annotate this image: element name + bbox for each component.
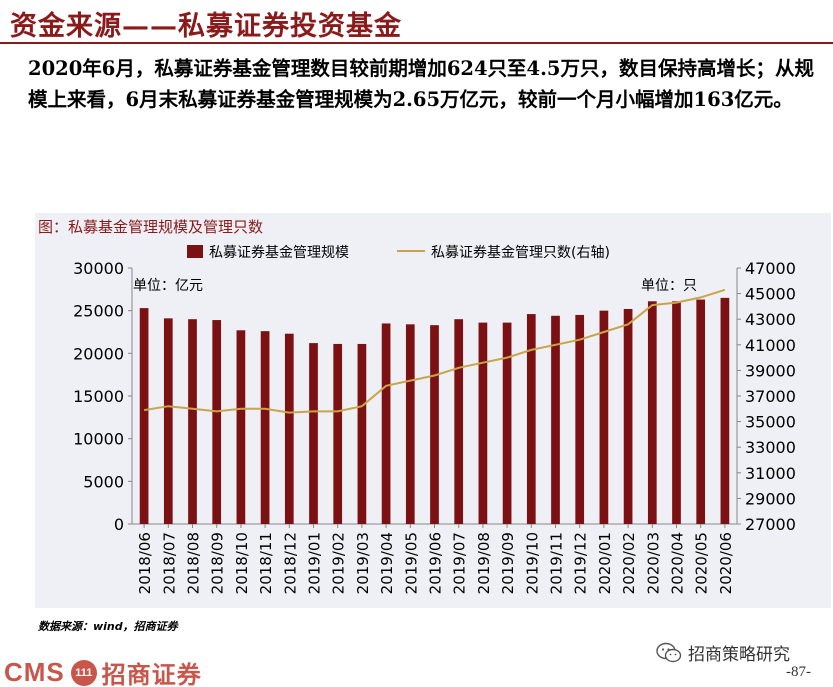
x-tick-label: 2019/06 xyxy=(427,532,445,594)
right-tick-label: 37000 xyxy=(745,387,796,406)
bar xyxy=(212,320,222,524)
bar xyxy=(623,308,633,524)
wechat-account: 招商策略研究 xyxy=(656,640,790,665)
bar xyxy=(381,323,391,524)
x-axis-labels: 2018/06 2018/07 2018/08 2018/09 2018/10 2018/… xyxy=(136,524,735,594)
x-tick-label: 2019/01 xyxy=(306,532,324,594)
bar xyxy=(599,310,609,524)
chart-title: 图：私募基金管理规模及管理只数 xyxy=(38,218,263,236)
source-note: 数据来源：wind，招商证券 xyxy=(38,620,178,633)
bar xyxy=(696,299,706,524)
x-tick-label: 2020/06 xyxy=(717,532,735,594)
page-number: -87- xyxy=(786,664,811,680)
series-line xyxy=(143,288,726,414)
bar xyxy=(526,314,536,524)
page-title: 资金来源——私募证券投资基金 xyxy=(10,11,402,42)
left-tick-label: 15000 xyxy=(73,387,124,406)
bar xyxy=(454,319,464,524)
bar xyxy=(357,343,367,524)
x-tick-label: 2019/05 xyxy=(402,532,420,594)
bar xyxy=(647,301,657,524)
right-tick-label: 27000 xyxy=(745,515,796,534)
x-tick-label: 2018/10 xyxy=(233,532,251,594)
bar xyxy=(333,343,343,524)
bar xyxy=(284,333,294,524)
logo-company-name: 招商证券 xyxy=(101,661,202,687)
x-tick-label: 2019/03 xyxy=(354,532,372,594)
line-series xyxy=(143,288,726,414)
right-tick-label: 35000 xyxy=(745,413,796,432)
x-tick-label: 2019/04 xyxy=(378,532,396,594)
x-tick-label: 2018/09 xyxy=(209,532,227,594)
x-tick-label: 2018/07 xyxy=(160,532,178,594)
logo-emblem-icon: 111 xyxy=(70,659,97,686)
bar xyxy=(672,301,681,524)
combo-chart: 图：私募基金管理规模及管理只数 私募证券基金管理规模 私募证券基金管理只数(右轴… xyxy=(38,218,796,594)
bar xyxy=(139,308,149,524)
bar-series xyxy=(139,297,730,524)
chart-panel: 图：私募基金管理规模及管理只数 私募证券基金管理规模 私募证券基金管理只数(右轴… xyxy=(35,213,831,608)
bar xyxy=(188,319,197,524)
right-tick-label: 41000 xyxy=(745,336,796,355)
left-tick-label: 30000 xyxy=(73,259,124,278)
bar xyxy=(575,314,585,524)
bar xyxy=(551,315,560,524)
wechat-account-name: 招商策略研究 xyxy=(688,645,790,665)
legend-line-label: 私募证券基金管理只数(右轴) xyxy=(431,244,610,261)
right-tick-label: 43000 xyxy=(745,310,796,329)
x-tick-label: 2019/10 xyxy=(523,532,541,594)
bar xyxy=(309,343,318,524)
bar xyxy=(502,322,512,524)
x-tick-label: 2019/07 xyxy=(451,532,469,594)
right-tick-label: 33000 xyxy=(745,438,796,457)
x-tick-label: 2020/01 xyxy=(596,532,614,594)
right-unit-label: 单位：只 xyxy=(641,278,697,294)
x-tick-label: 2019/12 xyxy=(572,532,590,594)
right-tick-label: 29000 xyxy=(745,489,796,508)
left-tick-label: 5000 xyxy=(83,472,124,491)
bar xyxy=(478,322,488,524)
x-tick-label: 2020/05 xyxy=(693,532,711,594)
x-tick-label: 2020/03 xyxy=(644,532,662,594)
x-tick-label: 2019/09 xyxy=(499,532,517,594)
logo-cms-text: CMS xyxy=(4,657,65,687)
chart-axes: 0 5000 10000 15000 20000 25000 30000 27000 29000… xyxy=(73,259,796,534)
bar xyxy=(260,331,270,524)
x-tick-label: 2019/08 xyxy=(475,532,493,594)
left-tick-label: 10000 xyxy=(73,430,124,449)
right-tick-label: 31000 xyxy=(745,464,796,483)
left-tick-label: 0 xyxy=(114,515,124,534)
x-tick-label: 2019/11 xyxy=(548,532,566,594)
x-tick-label: 2018/12 xyxy=(281,532,299,594)
bar xyxy=(720,297,730,524)
legend-bar-label: 私募证券基金管理规模 xyxy=(209,244,349,261)
x-tick-label: 2018/11 xyxy=(257,532,275,594)
x-tick-label: 2020/04 xyxy=(669,532,687,594)
summary-paragraph: 2020年6月，私募证券基金管理数目较前期增加624只至4.5万只，数目保持高增… xyxy=(28,57,814,111)
x-tick-label: 2018/06 xyxy=(136,532,154,594)
x-tick-label: 2020/02 xyxy=(620,532,638,594)
left-unit-label: 单位：亿元 xyxy=(133,278,203,294)
x-tick-label: 2019/02 xyxy=(330,532,348,594)
left-tick-label: 25000 xyxy=(73,302,124,321)
left-tick-label: 20000 xyxy=(73,344,124,363)
right-tick-label: 39000 xyxy=(745,361,796,380)
x-tick-label: 2018/08 xyxy=(185,532,203,594)
right-tick-label: 45000 xyxy=(745,285,796,304)
bar xyxy=(163,318,173,524)
wechat-icon xyxy=(656,642,682,662)
right-tick-label: 47000 xyxy=(745,259,796,278)
company-logo: CMS 111 招商证券 xyxy=(4,655,202,687)
bar xyxy=(405,324,415,524)
title-divider xyxy=(0,42,833,44)
bar xyxy=(430,325,439,524)
bar xyxy=(236,330,246,524)
legend-bar-swatch xyxy=(187,245,203,258)
